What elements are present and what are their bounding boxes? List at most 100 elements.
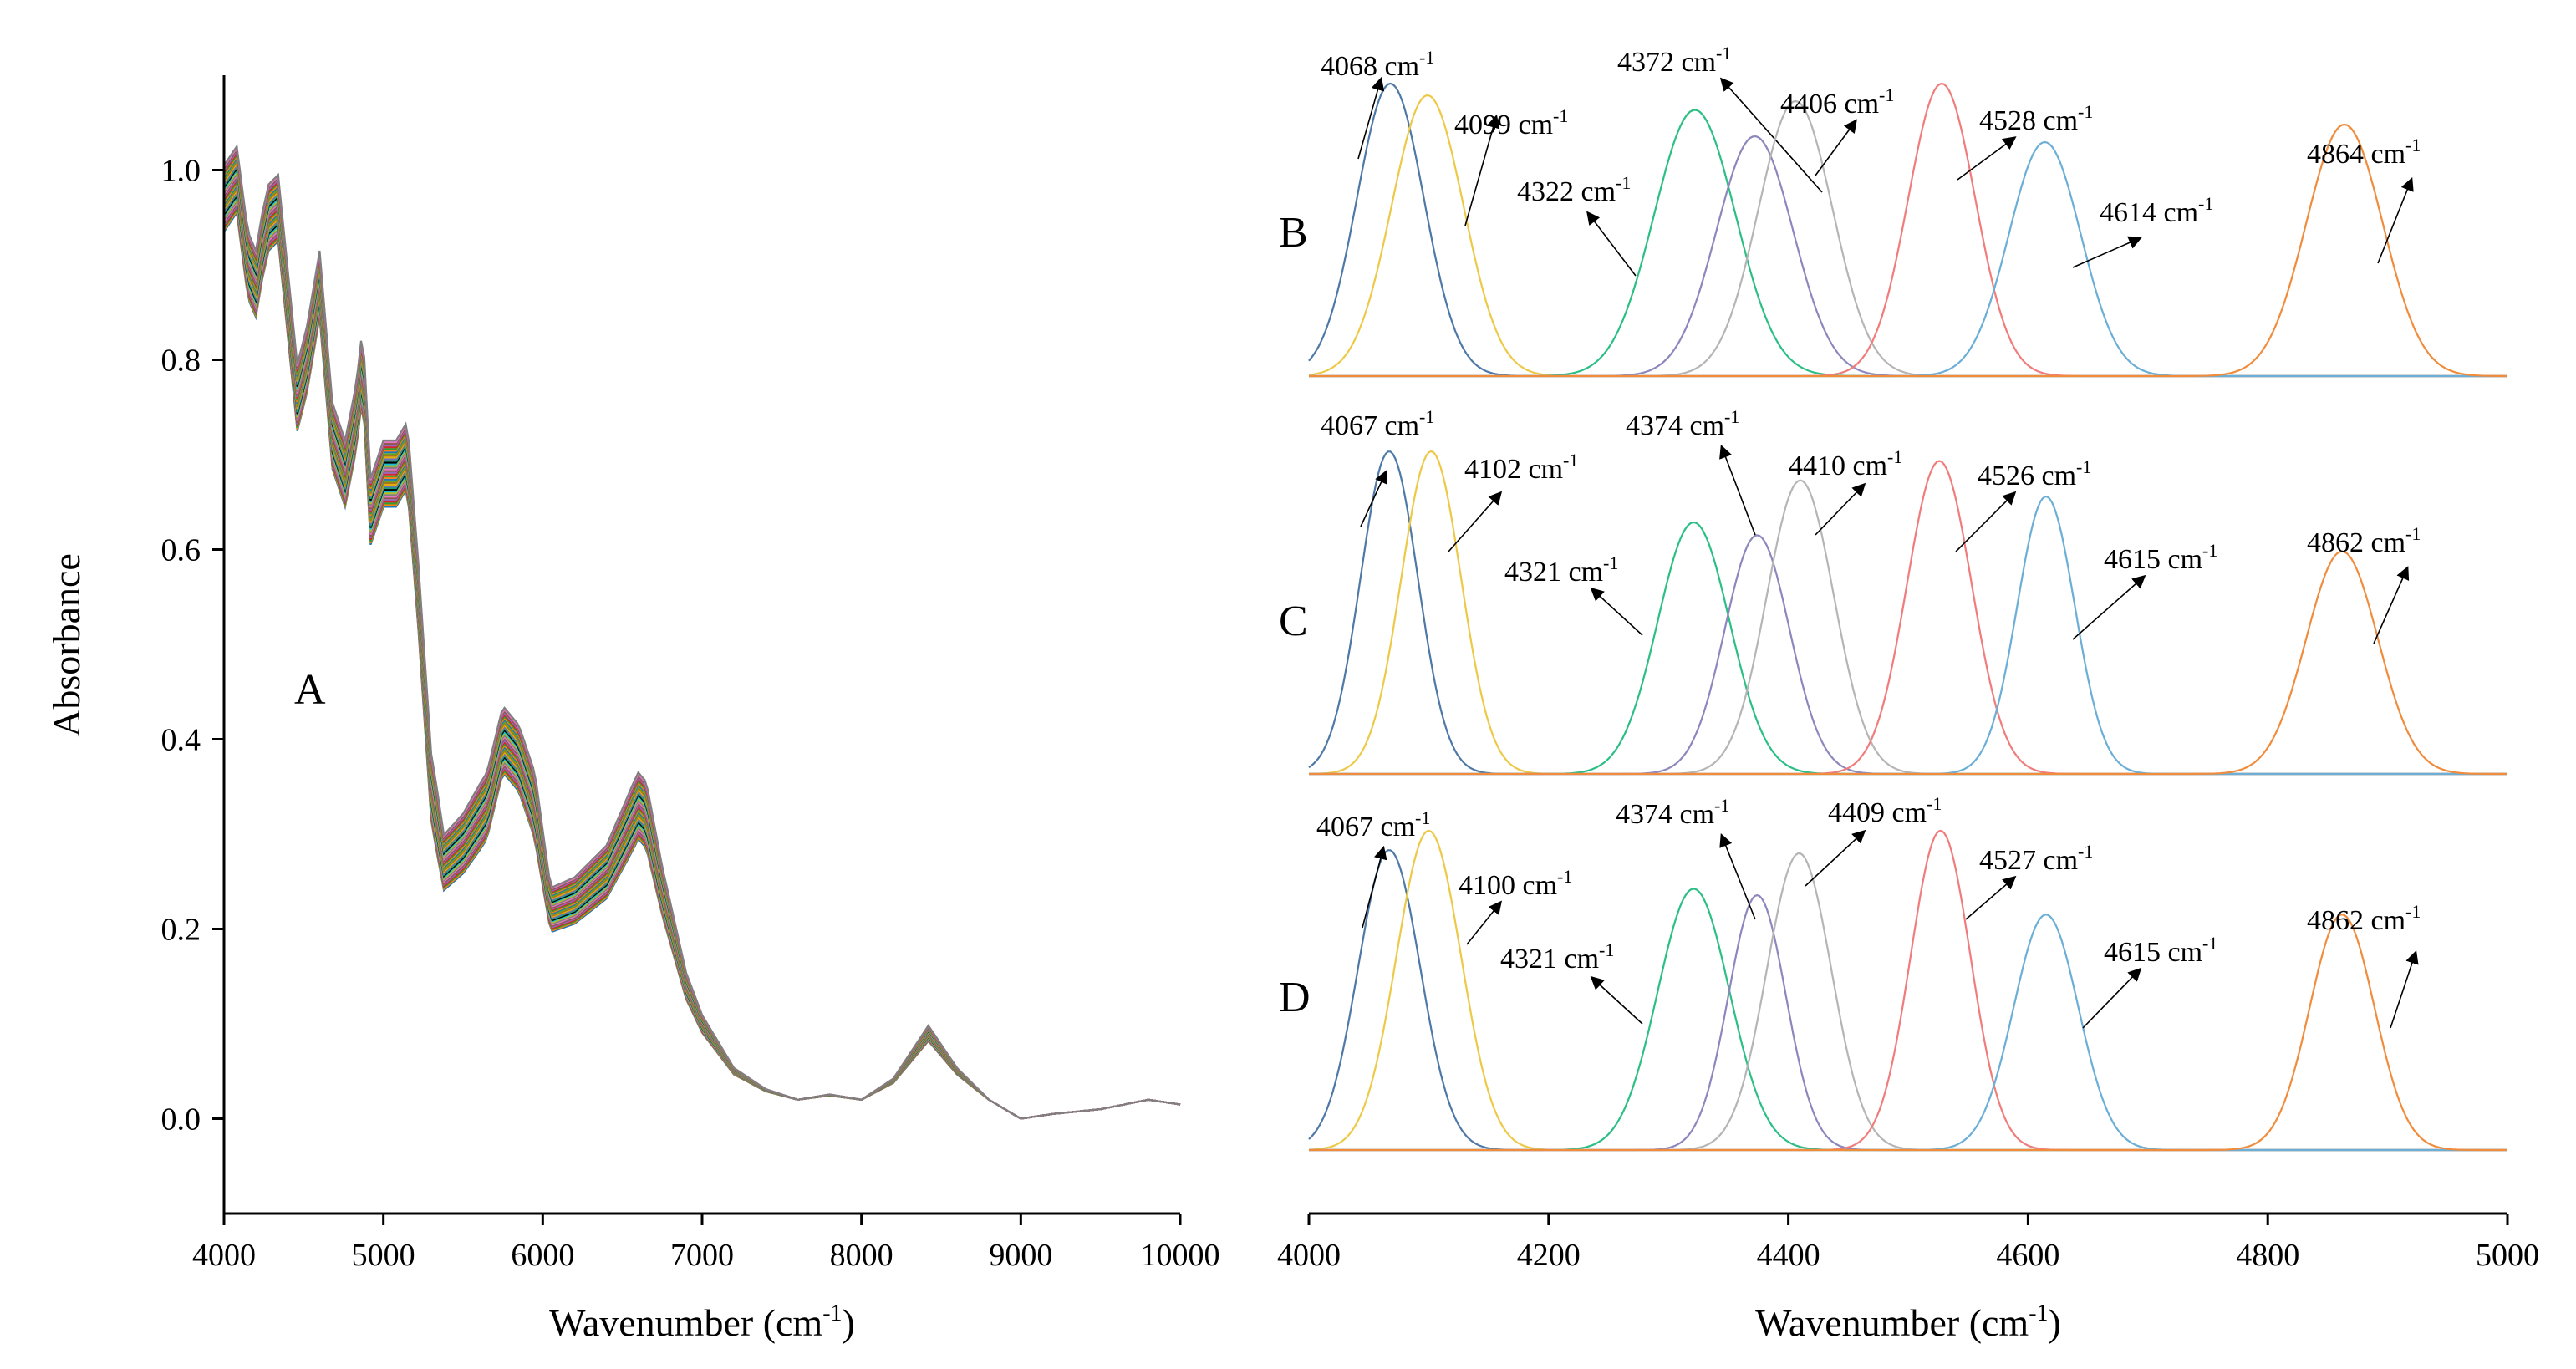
peak-label: 4372 cm-1 xyxy=(1617,43,1731,78)
peak-label-sup: -1 xyxy=(1603,552,1618,573)
spectrum-line xyxy=(223,195,1181,1120)
spectrum-line xyxy=(223,164,1181,1120)
peak-arrow xyxy=(1448,491,1503,552)
spectrum-line xyxy=(223,145,1181,1120)
peak-label-sup: -1 xyxy=(1419,406,1434,427)
peak-label-sup: -1 xyxy=(2202,933,2217,954)
peak-label: 4067 cm-1 xyxy=(1321,406,1434,441)
peak-label: 4100 cm-1 xyxy=(1459,866,1572,901)
spectrum-line xyxy=(223,172,1181,1120)
spectrum-line xyxy=(223,165,1181,1120)
peak-label-sup: -1 xyxy=(1887,446,1902,467)
peak-label-value: 4100 cm xyxy=(1459,870,1557,901)
fit-peak-curve xyxy=(1309,522,2507,776)
x-tick-label: 4800 xyxy=(2236,1238,2299,1273)
spectrum-line xyxy=(223,160,1181,1120)
x-tick-label: 4400 xyxy=(1757,1238,1820,1273)
y-tick-label: 0.2 xyxy=(161,913,201,948)
peak-label: 4528 cm-1 xyxy=(1979,101,2093,136)
peak-label: 4615 cm-1 xyxy=(2104,933,2217,968)
peak-label-sup: -1 xyxy=(2078,841,2093,862)
spectrum-line xyxy=(223,152,1181,1120)
peak-label-sup: -1 xyxy=(1563,450,1578,471)
y-tick-label: 0.0 xyxy=(161,1102,201,1137)
peak-arrow xyxy=(1590,975,1643,1025)
spectrum-line xyxy=(223,196,1181,1120)
peak-label-value: 4862 cm xyxy=(2307,527,2405,558)
peak-arrow xyxy=(1362,845,1387,929)
spectrum-line xyxy=(223,205,1181,1120)
panel-a-x-ticks: 4000 5000 6000 7000 8000 9000 10000 xyxy=(192,1214,1220,1273)
peak-label-value: 4614 cm xyxy=(2100,197,2198,228)
peak-label-sup: -1 xyxy=(1616,172,1631,193)
spectrum-line xyxy=(223,208,1181,1120)
peak-label-value: 4099 cm xyxy=(1454,109,1553,140)
peak-label: 4102 cm-1 xyxy=(1464,450,1578,485)
peak-label-sup: -1 xyxy=(1716,43,1731,64)
peak-label-value: 4527 cm xyxy=(1979,845,2078,876)
peak-label-value: 4862 cm xyxy=(2307,905,2405,936)
x-tick-label: 10000 xyxy=(1141,1238,1220,1273)
peak-label-value: 4067 cm xyxy=(1321,410,1419,441)
peak-label-value: 4321 cm xyxy=(1500,944,1599,975)
peak-label-value: 4067 cm xyxy=(1316,812,1415,842)
panel-a-y-label: Absorbance xyxy=(45,553,88,737)
peak-arrow xyxy=(1586,211,1637,277)
peak-arrow xyxy=(2072,236,2142,268)
peak-arrow xyxy=(1719,445,1756,536)
peak-label-sup: -1 xyxy=(1557,866,1572,887)
spectrum-line xyxy=(223,191,1181,1120)
peak-arrow xyxy=(1815,482,1866,536)
panel-a-x-label: Wavenumber (cm-1) xyxy=(549,1300,855,1344)
x-tick-label: 4000 xyxy=(1277,1238,1341,1273)
peak-label: 4321 cm-1 xyxy=(1500,939,1614,975)
peak-label-value: 4528 cm xyxy=(1979,105,2078,136)
spectrum-line xyxy=(223,149,1181,1120)
peak-label-value: 4409 cm xyxy=(1828,797,1927,828)
peak-arrow xyxy=(1955,491,2017,552)
x-tick-label: 8000 xyxy=(830,1238,893,1273)
peak-label-sup: -1 xyxy=(1599,939,1614,960)
peak-label-sup: -1 xyxy=(1879,84,1894,105)
peak-label: 4374 cm-1 xyxy=(1626,406,1739,441)
peak-label: 4321 cm-1 xyxy=(1504,552,1618,588)
peak-arrow xyxy=(2390,949,2419,1029)
spectrum-line xyxy=(223,200,1181,1120)
spectrum-line xyxy=(223,169,1181,1120)
peak-label: 4406 cm-1 xyxy=(1780,84,1894,120)
x-tick-label: 4200 xyxy=(1517,1238,1581,1273)
peak-label-sup: -1 xyxy=(1714,795,1729,816)
x-tick-label: 5000 xyxy=(2476,1238,2539,1273)
panel-a-y-ticks: 0.0 0.2 0.4 0.6 0.8 1.0 xyxy=(161,154,224,1137)
panel-letter: B xyxy=(1279,209,1308,257)
peak-label-value: 4374 cm xyxy=(1616,799,1714,830)
spectrum-line xyxy=(223,203,1181,1120)
peak-label-sup: -1 xyxy=(1419,47,1434,68)
panel-letter: D xyxy=(1279,974,1311,1021)
x-tick-label: 6000 xyxy=(511,1238,574,1273)
y-tick-label: 0.4 xyxy=(161,723,201,758)
peak-arrow xyxy=(1464,114,1500,226)
spectrum-line xyxy=(223,167,1181,1120)
x-tick-label: 4600 xyxy=(1996,1238,2059,1273)
x-tick-label: 7000 xyxy=(670,1238,734,1273)
peak-arrow xyxy=(2377,177,2414,264)
fit-peak-curve xyxy=(1309,135,2507,378)
peak-label-sup: -1 xyxy=(1553,105,1568,126)
spectrum-line xyxy=(223,206,1181,1120)
peak-label: 4862 cm-1 xyxy=(2307,901,2421,936)
fit-peak-curve xyxy=(1309,140,2507,378)
peak-arrow xyxy=(1466,900,1502,945)
spectrum-line xyxy=(223,185,1181,1120)
spectrum-line xyxy=(223,176,1181,1120)
peak-label-value: 4102 cm xyxy=(1464,454,1563,485)
x-tick-label: 9000 xyxy=(989,1238,1052,1273)
peak-label-sup: -1 xyxy=(2405,901,2421,922)
y-tick-label: 0.6 xyxy=(161,533,201,568)
spectrum-line xyxy=(223,147,1181,1120)
peak-label: 4409 cm-1 xyxy=(1828,793,1942,828)
peak-arrow xyxy=(1815,119,1857,176)
